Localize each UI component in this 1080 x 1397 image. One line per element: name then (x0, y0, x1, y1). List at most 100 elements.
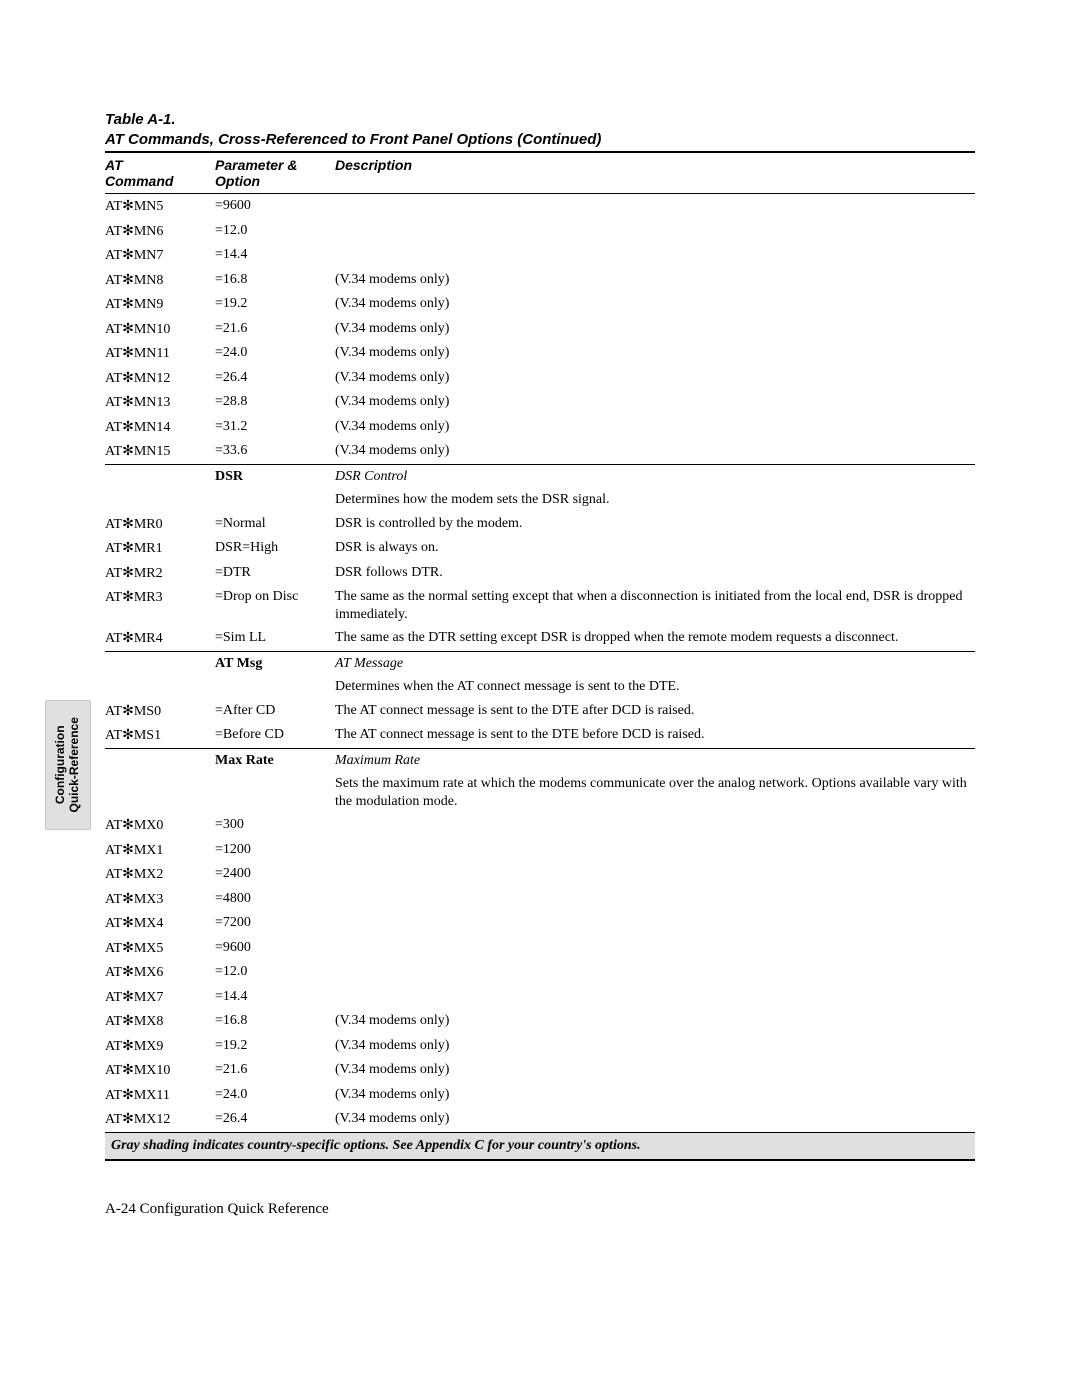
table-row: AT✻MR3=Drop on DiscThe same as the norma… (105, 585, 975, 626)
cell-cmd (105, 651, 215, 675)
page-content: Table A-1. AT Commands, Cross-Referenced… (105, 110, 975, 1218)
cell-desc: DSR is controlled by the modem. (335, 512, 975, 537)
footer-note: Gray shading indicates country-specific … (105, 1132, 975, 1161)
cell-param: =19.2 (215, 1034, 335, 1059)
cell-desc: (V.34 modems only) (335, 1034, 975, 1059)
cell-param: =Drop on Disc (215, 585, 335, 626)
cell-param: =After CD (215, 699, 335, 724)
cell-desc (335, 960, 975, 985)
cell-desc: (V.34 modems only) (335, 1058, 975, 1083)
table-row: AT MsgAT Message (105, 651, 975, 675)
cell-desc: (V.34 modems only) (335, 415, 975, 440)
cell-cmd: AT✻MN14 (105, 415, 215, 440)
cell-cmd: AT✻MX12 (105, 1107, 215, 1132)
table-row: AT✻MX10=21.6(V.34 modems only) (105, 1058, 975, 1083)
cell-param: =16.8 (215, 268, 335, 293)
table-row: AT✻MN15=33.6(V.34 modems only) (105, 439, 975, 464)
table-row: AT✻MN14=31.2(V.34 modems only) (105, 415, 975, 440)
cell-desc (335, 813, 975, 838)
cell-cmd: AT✻MX8 (105, 1009, 215, 1034)
cell-param: =7200 (215, 911, 335, 936)
cell-desc: (V.34 modems only) (335, 1107, 975, 1132)
cell-param: DSR (215, 464, 335, 488)
table-row: AT✻MN13=28.8(V.34 modems only) (105, 390, 975, 415)
cell-cmd: AT✻MX3 (105, 887, 215, 912)
cell-desc: The same as the DTR setting except DSR i… (335, 626, 975, 651)
cell-cmd: AT✻MX7 (105, 985, 215, 1010)
cell-param: =Normal (215, 512, 335, 537)
table-row: AT✻MN5=9600 (105, 194, 975, 219)
cell-cmd: AT✻MS1 (105, 723, 215, 748)
cell-param: =9600 (215, 936, 335, 961)
side-tab: Configuration Quick-Reference (45, 700, 91, 830)
cell-desc: AT Message (335, 651, 975, 675)
cell-desc (335, 887, 975, 912)
table-row: AT✻MS0=After CDThe AT connect message is… (105, 699, 975, 724)
cell-cmd: AT✻MX5 (105, 936, 215, 961)
cell-param: =33.6 (215, 439, 335, 464)
cell-desc: (V.34 modems only) (335, 1009, 975, 1034)
cell-param: =26.4 (215, 1107, 335, 1132)
cell-param: =21.6 (215, 1058, 335, 1083)
table-row: AT✻MR1DSR=HighDSR is always on. (105, 536, 975, 561)
table-row: AT✻MN9=19.2(V.34 modems only) (105, 292, 975, 317)
cell-param: =16.8 (215, 1009, 335, 1034)
cell-param: =19.2 (215, 292, 335, 317)
cell-desc: DSR is always on. (335, 536, 975, 561)
cell-desc: Determines how the modem sets the DSR si… (335, 488, 975, 512)
cell-cmd: AT✻MN9 (105, 292, 215, 317)
header-desc: Description (335, 152, 975, 194)
table-header-row: ATCommand Parameter &Option Description (105, 152, 975, 194)
side-tab-text: Configuration Quick-Reference (54, 717, 82, 812)
cell-desc (335, 936, 975, 961)
cell-param: Max Rate (215, 748, 335, 772)
cell-param: =12.0 (215, 219, 335, 244)
cell-desc: The AT connect message is sent to the DT… (335, 723, 975, 748)
table-row: Determines when the AT connect message i… (105, 675, 975, 699)
cell-param (215, 488, 335, 512)
cell-cmd: AT✻MX10 (105, 1058, 215, 1083)
table-row: Determines how the modem sets the DSR si… (105, 488, 975, 512)
table-row: AT✻MX8=16.8(V.34 modems only) (105, 1009, 975, 1034)
cell-cmd: AT✻MN10 (105, 317, 215, 342)
cell-param: =14.4 (215, 243, 335, 268)
cell-cmd: AT✻MN11 (105, 341, 215, 366)
table-row: AT✻MR0=NormalDSR is controlled by the mo… (105, 512, 975, 537)
table-body: AT✻MN5=9600AT✻MN6=12.0AT✻MN7=14.4AT✻MN8=… (105, 194, 975, 1132)
cell-cmd: AT✻MN15 (105, 439, 215, 464)
cell-desc: (V.34 modems only) (335, 390, 975, 415)
table-row: AT✻MX7=14.4 (105, 985, 975, 1010)
cell-cmd: AT✻MX4 (105, 911, 215, 936)
at-commands-table: ATCommand Parameter &Option Description … (105, 151, 975, 1132)
cell-desc: The same as the normal setting except th… (335, 585, 975, 626)
table-row: AT✻MX4=7200 (105, 911, 975, 936)
table-row: AT✻MX5=9600 (105, 936, 975, 961)
cell-desc: (V.34 modems only) (335, 1083, 975, 1108)
cell-param: =9600 (215, 194, 335, 219)
cell-cmd (105, 675, 215, 699)
cell-cmd: AT✻MX9 (105, 1034, 215, 1059)
header-cmd: ATCommand (105, 152, 215, 194)
cell-desc (335, 219, 975, 244)
cell-cmd: AT✻MX11 (105, 1083, 215, 1108)
cell-desc: (V.34 modems only) (335, 439, 975, 464)
cell-cmd: AT✻MN6 (105, 219, 215, 244)
cell-param: =12.0 (215, 960, 335, 985)
cell-cmd (105, 488, 215, 512)
table-row: AT✻MX0=300 (105, 813, 975, 838)
table-row: Sets the maximum rate at which the modem… (105, 772, 975, 813)
cell-param: =26.4 (215, 366, 335, 391)
cell-param: =4800 (215, 887, 335, 912)
cell-param: =Sim LL (215, 626, 335, 651)
table-row: AT✻MS1=Before CDThe AT connect message i… (105, 723, 975, 748)
table-row: AT✻MX3=4800 (105, 887, 975, 912)
cell-desc (335, 911, 975, 936)
table-row: AT✻MN10=21.6(V.34 modems only) (105, 317, 975, 342)
table-row: AT✻MX6=12.0 (105, 960, 975, 985)
side-tab-line2: Quick-Reference (67, 717, 81, 812)
cell-cmd (105, 772, 215, 813)
cell-param: =31.2 (215, 415, 335, 440)
cell-desc: (V.34 modems only) (335, 366, 975, 391)
cell-cmd: AT✻MN7 (105, 243, 215, 268)
cell-desc: (V.34 modems only) (335, 268, 975, 293)
